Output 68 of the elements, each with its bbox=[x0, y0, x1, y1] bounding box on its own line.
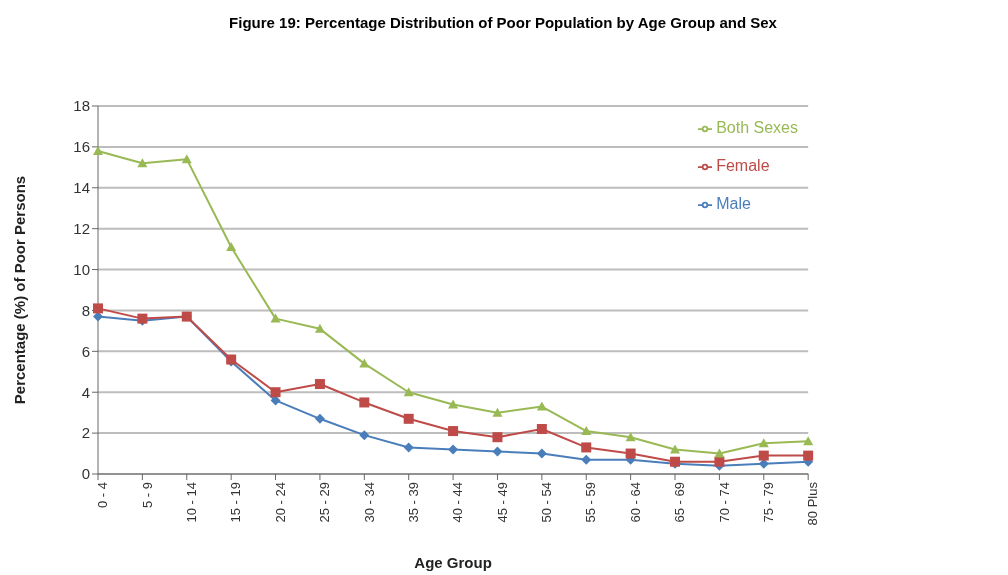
point bbox=[137, 158, 148, 168]
legend-label: Female bbox=[716, 157, 770, 174]
legend-label: Both Sexes bbox=[716, 119, 798, 136]
x-axis-title: Age Group bbox=[414, 554, 492, 571]
x-tick-label: 70 - 74 bbox=[716, 482, 732, 523]
point bbox=[359, 397, 370, 408]
point bbox=[714, 448, 725, 458]
chart-title: Figure 19: Percentage Distribution of Poor Population by Age Group and Sex bbox=[228, 13, 778, 33]
x-tick-label: 10 - 14 bbox=[184, 482, 199, 523]
point bbox=[714, 456, 725, 467]
x-tick-label: 45 - 49 bbox=[494, 482, 510, 523]
point bbox=[359, 430, 370, 441]
point bbox=[803, 436, 814, 446]
point bbox=[536, 424, 547, 435]
point bbox=[403, 387, 414, 397]
point bbox=[93, 303, 103, 314]
x-tick-label: 0 - 4 bbox=[95, 482, 111, 509]
point bbox=[403, 442, 414, 453]
y-tick-label: 14 bbox=[73, 179, 90, 197]
point bbox=[270, 387, 281, 398]
y-tick-label: 2 bbox=[81, 424, 90, 442]
point bbox=[226, 242, 237, 252]
x-tick-label: 15 - 19 bbox=[228, 482, 244, 523]
point bbox=[536, 401, 547, 411]
x-tick-label: 20 - 24 bbox=[272, 482, 288, 523]
point bbox=[181, 154, 192, 164]
x-tick-label: 55 - 59 bbox=[583, 482, 599, 523]
point bbox=[758, 438, 769, 448]
legend-label: Male bbox=[716, 195, 751, 212]
point bbox=[625, 432, 636, 442]
point bbox=[448, 426, 459, 437]
x-tick-label: 50 - 54 bbox=[539, 482, 555, 523]
x-tick-label: 80 Plus bbox=[805, 481, 821, 526]
y-tick-label: 8 bbox=[81, 301, 90, 319]
y-tick-label: 6 bbox=[81, 342, 90, 360]
x-tick-label: 25 - 29 bbox=[317, 482, 333, 523]
y-tick-label: 10 bbox=[73, 260, 90, 278]
x-tick-label: 75 - 79 bbox=[761, 482, 777, 523]
x-tick-label: 60 - 64 bbox=[627, 482, 643, 523]
point bbox=[492, 432, 503, 443]
point bbox=[270, 313, 281, 323]
point bbox=[758, 450, 769, 461]
point bbox=[625, 448, 636, 459]
x-tick-label: 30 - 34 bbox=[361, 482, 377, 523]
point bbox=[448, 444, 459, 455]
point bbox=[314, 379, 325, 390]
point bbox=[314, 323, 325, 333]
y-axis-title: Percentage (%) of Poor Persons bbox=[11, 175, 29, 405]
x-tick-label: 65 - 69 bbox=[672, 482, 688, 523]
y-tick-label: 16 bbox=[73, 138, 90, 156]
point bbox=[492, 446, 503, 457]
point bbox=[536, 448, 547, 459]
point bbox=[581, 454, 592, 465]
y-tick-label: 18 bbox=[73, 97, 90, 115]
point bbox=[93, 145, 103, 155]
x-tick-label: 35 - 39 bbox=[405, 482, 421, 523]
point bbox=[403, 413, 414, 424]
x-tick-label: 5 - 9 bbox=[139, 482, 155, 509]
y-tick-label: 0 bbox=[81, 465, 90, 483]
point bbox=[314, 413, 325, 424]
point bbox=[581, 442, 592, 453]
y-tick-label: 12 bbox=[73, 219, 90, 237]
point bbox=[359, 358, 370, 368]
y-tick-label: 4 bbox=[81, 383, 90, 401]
point bbox=[492, 407, 503, 417]
x-tick-label: 40 - 44 bbox=[450, 482, 466, 523]
point bbox=[803, 450, 814, 461]
point bbox=[581, 426, 592, 436]
